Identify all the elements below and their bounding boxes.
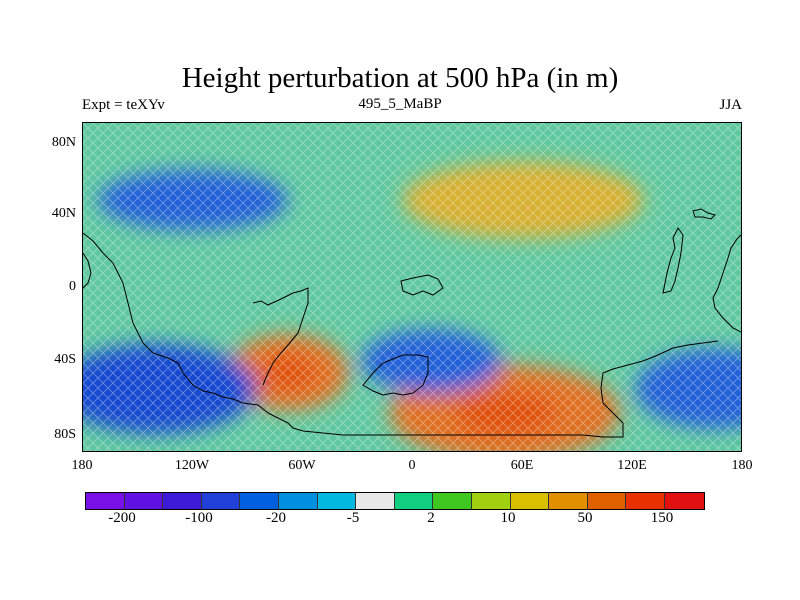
lon-tick-label: 0 <box>408 458 416 473</box>
coastline-africa <box>400 274 444 296</box>
colorbar <box>85 492 705 510</box>
colorbar-swatch <box>471 493 511 509</box>
colorbar-swatch <box>124 493 164 509</box>
colorbar-label: -100 <box>185 510 213 526</box>
hatch-overlay <box>83 123 741 451</box>
colorbar-label: 10 <box>500 510 516 526</box>
colorbar-swatch <box>394 493 434 509</box>
coastline-pacific-island <box>692 208 716 220</box>
colorbar-swatch <box>433 493 472 509</box>
lon-tick-label: 180 <box>71 458 93 473</box>
run-label: 495_5_MaBP <box>358 96 442 112</box>
colorbar-label: 2 <box>427 510 435 526</box>
colorbar-label: -20 <box>266 510 286 526</box>
colorbar-swatch <box>587 493 627 509</box>
colorbar-swatch <box>664 493 704 509</box>
experiment-label: Expt = teXYv <box>82 97 165 113</box>
colorbar-swatch <box>86 493 125 509</box>
lon-tick-label: 180 <box>731 458 753 473</box>
colorbar-swatch <box>356 493 395 509</box>
colorbar-swatch <box>201 493 241 509</box>
lat-tick-label: 40N <box>51 206 76 221</box>
map-title: Height perturbation at 500 hPa (in m) <box>181 62 619 94</box>
colorbar-label: 50 <box>577 510 593 526</box>
colorbar-swatch <box>163 493 202 509</box>
lat-tick-label: 80N <box>51 135 76 150</box>
coastline-east-asia <box>662 227 684 294</box>
field-plot <box>83 123 741 451</box>
colorbar-swatch <box>278 493 318 509</box>
map-panel <box>82 122 742 452</box>
lon-tick-label: 60W <box>288 458 316 473</box>
colorbar-swatch <box>317 493 357 509</box>
lat-tick-label: 0 <box>69 279 76 294</box>
coastline-americas <box>83 232 361 436</box>
lon-tick-label: 60E <box>510 458 534 473</box>
colorbar-swatch <box>510 493 550 509</box>
colorbar-swatch <box>626 493 665 509</box>
coastline-east-edge <box>712 234 741 333</box>
coastline-south-indian <box>361 340 719 438</box>
lat-tick-label: 80S <box>54 427 76 442</box>
colorbar-label: 150 <box>650 510 674 526</box>
lat-tick-label: 40S <box>54 352 76 367</box>
colorbar-label: -200 <box>108 510 136 526</box>
coastline-antarctic-peninsula <box>362 354 429 396</box>
colorbar-label: -5 <box>346 510 360 526</box>
colorbar-swatch <box>240 493 279 509</box>
coastline-south-america <box>252 287 309 386</box>
coastlines <box>83 208 741 438</box>
coastline-west-edge <box>83 252 92 289</box>
lon-tick-label: 120W <box>174 458 210 473</box>
lon-tick-label: 120E <box>617 458 647 473</box>
season-label: JJA <box>719 97 742 113</box>
colorbar-swatch <box>549 493 588 509</box>
